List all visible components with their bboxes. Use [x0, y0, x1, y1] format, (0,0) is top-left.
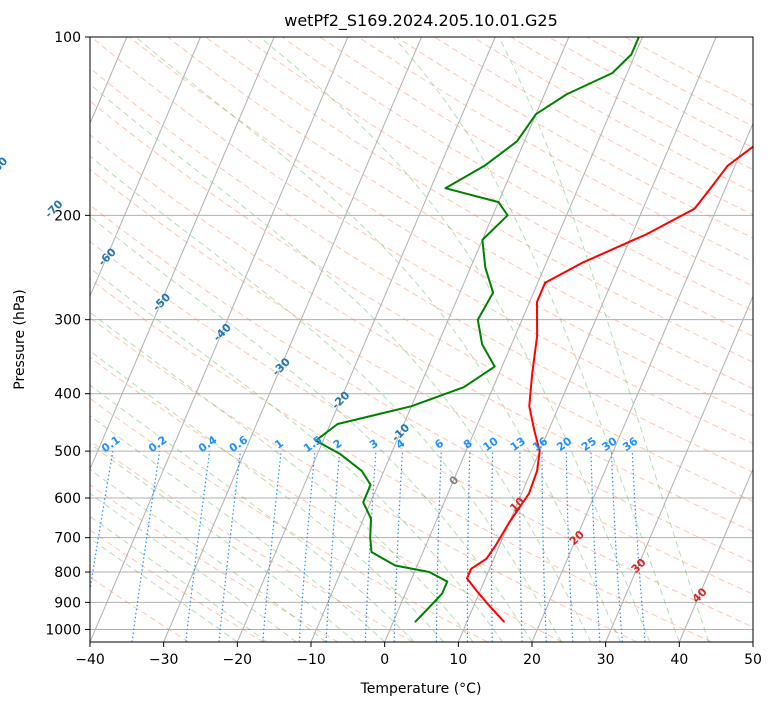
isotherm: [90, 37, 349, 642]
isotherm: [310, 37, 570, 642]
moist-adiabat: [90, 492, 297, 642]
mixing-ratio-line: [131, 451, 161, 642]
dry-adiabat: [90, 241, 753, 628]
x-tick-label: 10: [449, 652, 467, 668]
x-tick-label: 40: [670, 652, 688, 668]
isotherm: [90, 37, 201, 298]
dry-adiabat: [90, 100, 753, 503]
moist-adiabat: [90, 215, 533, 642]
isotherm: [531, 122, 753, 642]
moist-adiabat: [90, 468, 327, 642]
x-tick-label: 30: [597, 652, 615, 668]
dry-adiabat: [129, 37, 753, 417]
isotherm: [90, 37, 275, 471]
isotherm: [457, 37, 717, 642]
moist-adiabat: [90, 350, 444, 642]
isotherm-label: -80: [0, 154, 11, 177]
dry-adiabat: [90, 529, 264, 642]
x-tick-label: −20: [223, 652, 253, 668]
moist-adiabat: [90, 537, 238, 642]
mixing-ratio-line: [218, 451, 242, 642]
y-tick-label: 1000: [45, 622, 81, 638]
dry-adiabat: [90, 484, 339, 642]
dry-adiabat: [90, 204, 753, 595]
y-tick-label: 800: [54, 565, 81, 581]
y-axis-label: Pressure (hPa): [12, 289, 28, 389]
temperature-line: [466, 145, 753, 623]
dry-adiabat: [90, 168, 753, 564]
dry-adiabat: [90, 134, 753, 533]
y-tick-label: 500: [54, 444, 81, 460]
moist-adiabat: [392, 37, 680, 642]
x-tick-label: −10: [296, 652, 326, 668]
y-tick-label: 700: [54, 531, 81, 547]
mixing-ratio-line: [631, 451, 646, 642]
chart-title: wetPf2_S169.2024.205.10.01.G25: [284, 11, 558, 31]
isotherm: [163, 37, 422, 642]
isotherm: [678, 467, 753, 642]
series-layer: [314, 37, 753, 623]
dry-adiabat: [281, 37, 753, 312]
mixing-ratio-line: [262, 451, 282, 642]
dry-adiabat: [90, 397, 488, 642]
background-lines: [90, 37, 753, 642]
mixing-ratio-line: [90, 450, 114, 594]
dry-adiabat: [90, 317, 638, 642]
y-tick-label: 900: [54, 595, 81, 611]
x-axis: −40 −30 −20 −10 0 10 20 30 40 50: [75, 642, 762, 668]
y-tick-label: 100: [54, 30, 81, 46]
dry-adiabat: [90, 278, 712, 642]
moist-adiabat: [135, 37, 621, 642]
x-tick-label: −40: [75, 652, 105, 668]
dry-adiabat: [90, 356, 563, 642]
y-axis: 100 200 300 400 500 600 700 800 900 1000: [45, 30, 90, 638]
mixing-ratio-line: [185, 451, 211, 642]
moist-adiabat: [498, 37, 710, 642]
dry-adiabat: [90, 37, 753, 445]
dewpoint-line: [314, 37, 640, 623]
moist-adiabat: [90, 155, 562, 642]
mixing-ratio-line: [298, 451, 316, 642]
x-tick-label: 50: [744, 652, 762, 668]
x-axis-label: Temperature (°C): [360, 681, 482, 697]
isotherm: [384, 37, 643, 642]
x-tick-label: 20: [523, 652, 541, 668]
dry-adiabat: [243, 37, 753, 337]
isotherm: [236, 37, 496, 642]
y-tick-label: 600: [54, 491, 81, 507]
x-tick-label: 0: [380, 652, 389, 668]
y-tick-label: 300: [54, 313, 81, 329]
moist-adiabat: [259, 37, 651, 642]
moist-adiabat: [90, 311, 474, 642]
moist-adiabat: [90, 515, 268, 642]
y-tick-label: 400: [54, 387, 81, 403]
moist-adiabat: [90, 415, 386, 642]
isotherm: [605, 295, 753, 642]
x-tick-label: −30: [149, 652, 179, 668]
plot-frame: [89, 36, 754, 643]
y-tick-label: 200: [54, 208, 81, 224]
